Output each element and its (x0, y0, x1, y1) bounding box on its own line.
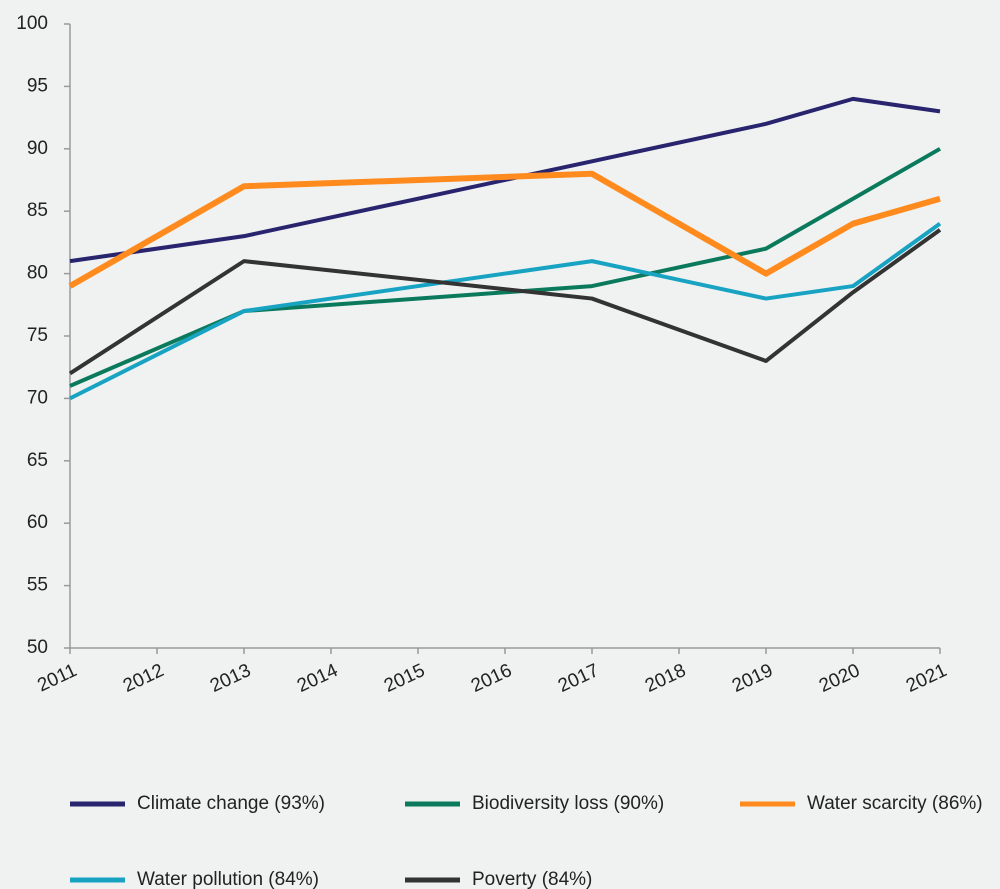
y-tick-label: 75 (27, 325, 48, 346)
y-tick-label: 65 (27, 450, 48, 471)
y-tick-label: 95 (27, 75, 48, 96)
series-line (69, 96, 941, 264)
y-tick-label: 50 (27, 637, 48, 658)
x-tick-label: 2013 (207, 660, 254, 697)
x-tick-label: 2014 (294, 660, 342, 697)
legend-label: Water pollution (84%) (137, 869, 319, 889)
y-tick-label: 55 (27, 575, 48, 596)
y-tick-label: 100 (16, 13, 48, 34)
y-tick-label: 80 (27, 263, 48, 284)
x-tick-label: 2011 (34, 660, 80, 696)
x-tick-label: 2012 (120, 660, 167, 697)
legend-label: Biodiversity loss (90%) (472, 793, 664, 814)
x-tick-label: 2018 (642, 660, 689, 697)
y-tick-label: 70 (27, 387, 48, 408)
y-tick-label: 60 (27, 512, 48, 533)
y-tick-label: 85 (27, 200, 48, 221)
series-line (68, 170, 941, 289)
series-line (69, 222, 942, 401)
legend-label: Poverty (84%) (472, 869, 592, 889)
legend-label: Water scarcity (86%) (807, 793, 983, 814)
series-line (69, 147, 941, 388)
y-tick-label: 90 (27, 138, 48, 159)
x-tick-label: 2020 (816, 660, 863, 697)
x-tick-label: 2015 (381, 660, 428, 697)
x-tick-label: 2021 (903, 660, 950, 697)
series-line (68, 228, 942, 376)
x-tick-label: 2016 (468, 660, 515, 697)
x-tick-label: 2019 (729, 660, 776, 697)
x-tick-label: 2017 (555, 660, 602, 697)
legend-label: Climate change (93%) (137, 793, 325, 814)
